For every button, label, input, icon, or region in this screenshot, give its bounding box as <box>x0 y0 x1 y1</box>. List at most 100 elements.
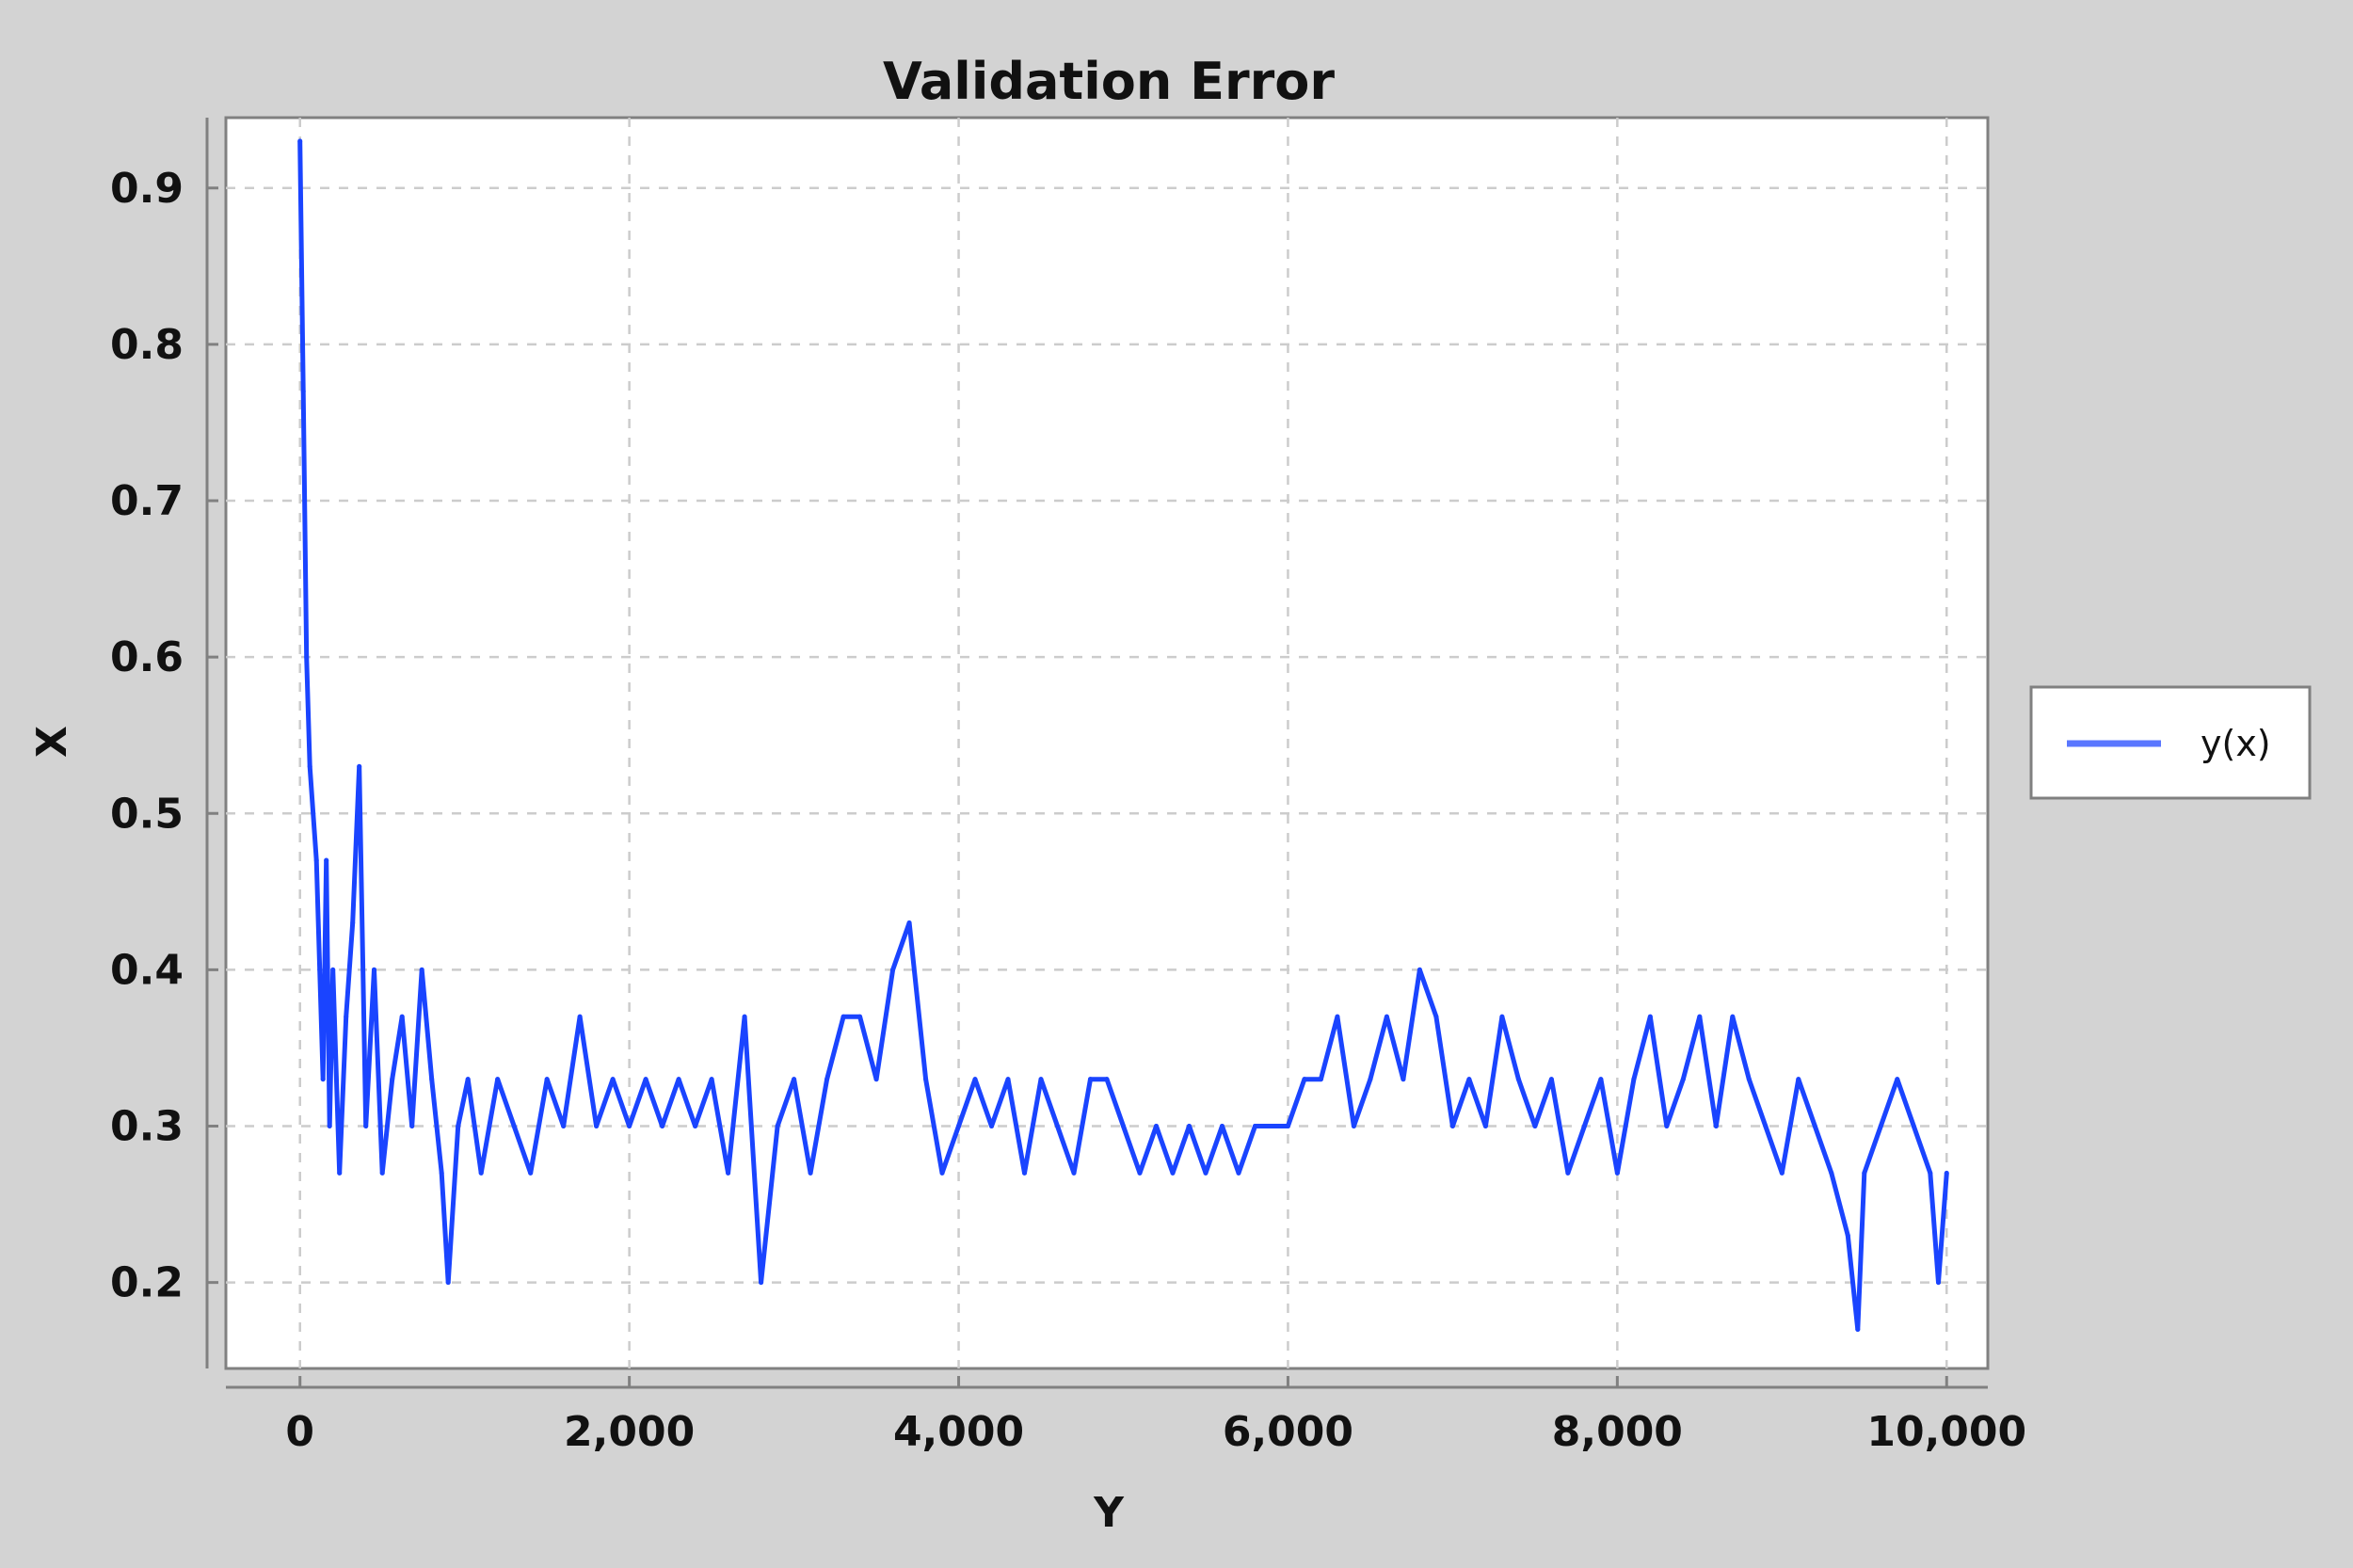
data-point <box>1401 1077 1406 1082</box>
data-point <box>1219 1124 1225 1129</box>
data-point <box>327 1124 332 1129</box>
data-point <box>1482 1124 1488 1129</box>
data-point <box>873 1077 879 1082</box>
series-line <box>297 140 1949 1332</box>
data-point <box>1697 1014 1703 1019</box>
data-point <box>1433 1014 1439 1019</box>
data-point <box>379 1170 385 1176</box>
data-point <box>577 1014 583 1019</box>
data-point <box>1911 1124 1916 1129</box>
data-point <box>956 1124 962 1129</box>
data-point <box>1730 1014 1736 1019</box>
x-tick-label: 4,000 <box>893 1408 1024 1456</box>
data-point <box>439 1170 444 1176</box>
data-point <box>337 1170 343 1176</box>
data-point <box>495 1077 501 1082</box>
data-point <box>1713 1124 1719 1129</box>
data-point <box>1499 1014 1505 1019</box>
data-point <box>1120 1124 1126 1129</box>
data-point <box>1252 1124 1257 1129</box>
x-tick-label: 2,000 <box>564 1408 695 1456</box>
data-point <box>709 1077 714 1082</box>
data-point <box>1318 1077 1323 1082</box>
data-point <box>989 1124 995 1129</box>
data-point <box>1796 1077 1801 1082</box>
data-point <box>693 1124 698 1129</box>
data-point <box>840 1014 846 1019</box>
data-point <box>330 967 336 972</box>
data-point <box>311 810 316 816</box>
data-point <box>890 967 896 972</box>
data-point <box>344 1014 349 1019</box>
data-point <box>390 1077 395 1082</box>
data-point <box>300 389 306 394</box>
data-point <box>1812 1124 1817 1129</box>
data-point <box>371 967 376 972</box>
data-point <box>511 1124 517 1129</box>
x-tick-label: 8,000 <box>1552 1408 1683 1456</box>
grid <box>226 118 1988 1368</box>
data-point <box>528 1170 534 1176</box>
y-tick-label: 0.6 <box>110 633 184 681</box>
data-point <box>1269 1124 1274 1129</box>
data-point <box>297 138 303 144</box>
data-point <box>792 1077 797 1082</box>
data-point <box>307 763 312 769</box>
x-tick-label: 10,000 <box>1866 1408 2026 1456</box>
data-point <box>660 1124 665 1129</box>
data-point <box>1779 1170 1785 1176</box>
data-point <box>1153 1124 1159 1129</box>
data-point <box>1862 1170 1867 1176</box>
data-point <box>627 1124 632 1129</box>
data-point <box>1466 1077 1472 1082</box>
x-tick-label: 6,000 <box>1223 1408 1353 1456</box>
data-point <box>357 763 362 769</box>
data-point <box>561 1124 567 1129</box>
y-tick-label: 0.9 <box>110 165 184 213</box>
data-point <box>1236 1170 1241 1176</box>
data-point <box>363 1124 369 1129</box>
data-point <box>1368 1077 1373 1082</box>
data-point <box>1548 1077 1554 1082</box>
data-point <box>1664 1124 1670 1129</box>
legend-label: y(x) <box>2201 723 2271 764</box>
data-point <box>759 1280 764 1286</box>
data-point <box>808 1170 813 1176</box>
data-point <box>1186 1124 1192 1129</box>
data-point <box>1944 1170 1949 1176</box>
data-point <box>1038 1077 1044 1082</box>
y-tick-label: 0.8 <box>110 321 184 369</box>
data-point <box>1763 1124 1769 1129</box>
data-point <box>1581 1124 1587 1129</box>
y-ticks: 0.2 0.3 0.4 0.5 0.6 0.7 0.8 0.9 <box>110 165 218 1307</box>
y-tick-label: 0.2 <box>110 1259 184 1307</box>
data-point <box>544 1077 550 1082</box>
legend: y(x) <box>2029 685 2312 800</box>
data-point <box>1936 1280 1942 1286</box>
data-point <box>824 1077 830 1082</box>
data-point <box>1384 1014 1389 1019</box>
data-point <box>350 920 356 926</box>
data-point <box>1285 1124 1290 1129</box>
chart-title: Validation Error <box>883 52 1335 111</box>
data-point <box>317 967 323 972</box>
y-tick-label: 0.7 <box>110 477 184 525</box>
data-point <box>465 1077 471 1082</box>
data-point <box>610 1077 616 1082</box>
data-point <box>726 1170 731 1176</box>
data-point <box>1895 1077 1900 1082</box>
y-axis-label: X <box>28 726 76 758</box>
y-tick-label: 0.3 <box>110 1103 184 1151</box>
data-point <box>456 1124 461 1129</box>
data-point <box>857 1014 863 1019</box>
data-point <box>1005 1077 1011 1082</box>
data-point <box>429 1077 435 1082</box>
data-point <box>1351 1124 1356 1129</box>
data-point <box>1088 1077 1094 1082</box>
data-point <box>1746 1077 1752 1082</box>
data-point <box>1417 967 1422 972</box>
data-point <box>399 1014 405 1019</box>
data-point <box>1055 1124 1061 1129</box>
data-point <box>775 1124 780 1129</box>
